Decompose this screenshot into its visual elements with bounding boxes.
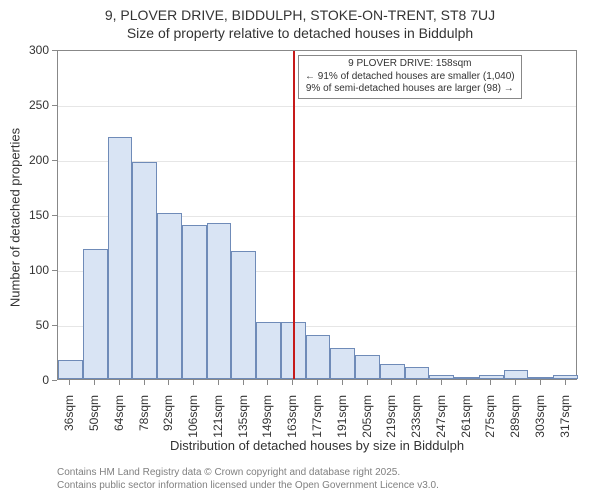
x-tick-label: 149sqm [260, 395, 274, 445]
x-tick-mark [441, 380, 442, 385]
histogram-bar [132, 162, 157, 379]
x-tick-mark [540, 380, 541, 385]
x-tick-label: 78sqm [137, 395, 151, 445]
annotation-box: 9 PLOVER DRIVE: 158sqm← 91% of detached … [298, 55, 522, 99]
x-tick-label: 247sqm [434, 395, 448, 445]
y-tick-label: 150 [19, 208, 49, 222]
x-tick-label: 191sqm [335, 395, 349, 445]
x-tick-mark [490, 380, 491, 385]
x-tick-label: 64sqm [112, 395, 126, 445]
x-tick-mark [565, 380, 566, 385]
y-tick-label: 300 [19, 43, 49, 57]
histogram-bar [528, 377, 553, 379]
x-tick-mark [69, 380, 70, 385]
histogram-bar [405, 367, 430, 379]
x-tick-mark [416, 380, 417, 385]
histogram-bar [231, 251, 256, 379]
histogram-bar [256, 322, 281, 379]
y-tick-mark [52, 215, 57, 216]
property-marker-line [293, 51, 295, 379]
annotation-line2: ← 91% of detached houses are smaller (1,… [305, 71, 515, 84]
property-size-histogram: 9, PLOVER DRIVE, BIDDULPH, STOKE-ON-TREN… [0, 0, 600, 500]
x-tick-mark [466, 380, 467, 385]
chart-title-block: 9, PLOVER DRIVE, BIDDULPH, STOKE-ON-TREN… [0, 6, 600, 42]
x-tick-mark [367, 380, 368, 385]
histogram-bar [553, 375, 578, 379]
x-tick-mark [292, 380, 293, 385]
histogram-bar [454, 377, 479, 379]
chart-title-line2: Size of property relative to detached ho… [0, 24, 600, 42]
y-tick-label: 200 [19, 153, 49, 167]
x-tick-label: 261sqm [459, 395, 473, 445]
x-tick-mark [267, 380, 268, 385]
x-tick-mark [168, 380, 169, 385]
x-tick-mark [94, 380, 95, 385]
chart-title-line1: 9, PLOVER DRIVE, BIDDULPH, STOKE-ON-TREN… [0, 6, 600, 24]
y-tick-mark [52, 105, 57, 106]
y-tick-label: 50 [19, 318, 49, 332]
x-tick-label: 92sqm [161, 395, 175, 445]
histogram-bar [306, 335, 331, 379]
y-tick-mark [52, 50, 57, 51]
x-tick-mark [243, 380, 244, 385]
x-tick-label: 219sqm [384, 395, 398, 445]
histogram-bar [182, 225, 207, 379]
footer-line1: Contains HM Land Registry data © Crown c… [57, 466, 592, 479]
histogram-bar [157, 213, 182, 379]
plot-area: 9 PLOVER DRIVE: 158sqm← 91% of detached … [57, 50, 577, 380]
x-tick-mark [391, 380, 392, 385]
x-tick-label: 205sqm [360, 395, 374, 445]
y-tick-label: 100 [19, 263, 49, 277]
histogram-bar [380, 364, 405, 379]
histogram-bar [479, 375, 504, 379]
y-tick-label: 0 [19, 373, 49, 387]
histogram-bar [504, 370, 529, 379]
histogram-bar [330, 348, 355, 379]
x-tick-label: 36sqm [62, 395, 76, 445]
y-tick-mark [52, 325, 57, 326]
histogram-bar [83, 249, 108, 379]
footer-credits: Contains HM Land Registry data © Crown c… [57, 466, 592, 492]
x-tick-mark [119, 380, 120, 385]
histogram-bar [58, 360, 83, 379]
x-tick-mark [515, 380, 516, 385]
x-tick-label: 121sqm [211, 395, 225, 445]
x-tick-mark [317, 380, 318, 385]
histogram-bar [355, 355, 380, 379]
x-tick-label: 135sqm [236, 395, 250, 445]
y-tick-mark [52, 380, 57, 381]
x-tick-label: 163sqm [285, 395, 299, 445]
footer-line2: Contains public sector information licen… [57, 479, 592, 492]
x-tick-label: 289sqm [508, 395, 522, 445]
histogram-bar [207, 223, 232, 379]
x-tick-mark [342, 380, 343, 385]
gridline [58, 106, 576, 107]
x-tick-label: 233sqm [409, 395, 423, 445]
x-tick-mark [218, 380, 219, 385]
x-tick-mark [144, 380, 145, 385]
x-tick-label: 106sqm [186, 395, 200, 445]
x-tick-label: 317sqm [558, 395, 572, 445]
x-tick-label: 303sqm [533, 395, 547, 445]
y-tick-mark [52, 270, 57, 271]
histogram-bar [108, 137, 133, 379]
y-tick-label: 250 [19, 98, 49, 112]
y-tick-mark [52, 160, 57, 161]
x-tick-label: 177sqm [310, 395, 324, 445]
x-tick-mark [193, 380, 194, 385]
annotation-line1: 9 PLOVER DRIVE: 158sqm [305, 58, 515, 71]
histogram-bar [429, 375, 454, 379]
x-tick-label: 50sqm [87, 395, 101, 445]
annotation-line3: 9% of semi-detached houses are larger (9… [305, 83, 515, 96]
x-tick-label: 275sqm [483, 395, 497, 445]
